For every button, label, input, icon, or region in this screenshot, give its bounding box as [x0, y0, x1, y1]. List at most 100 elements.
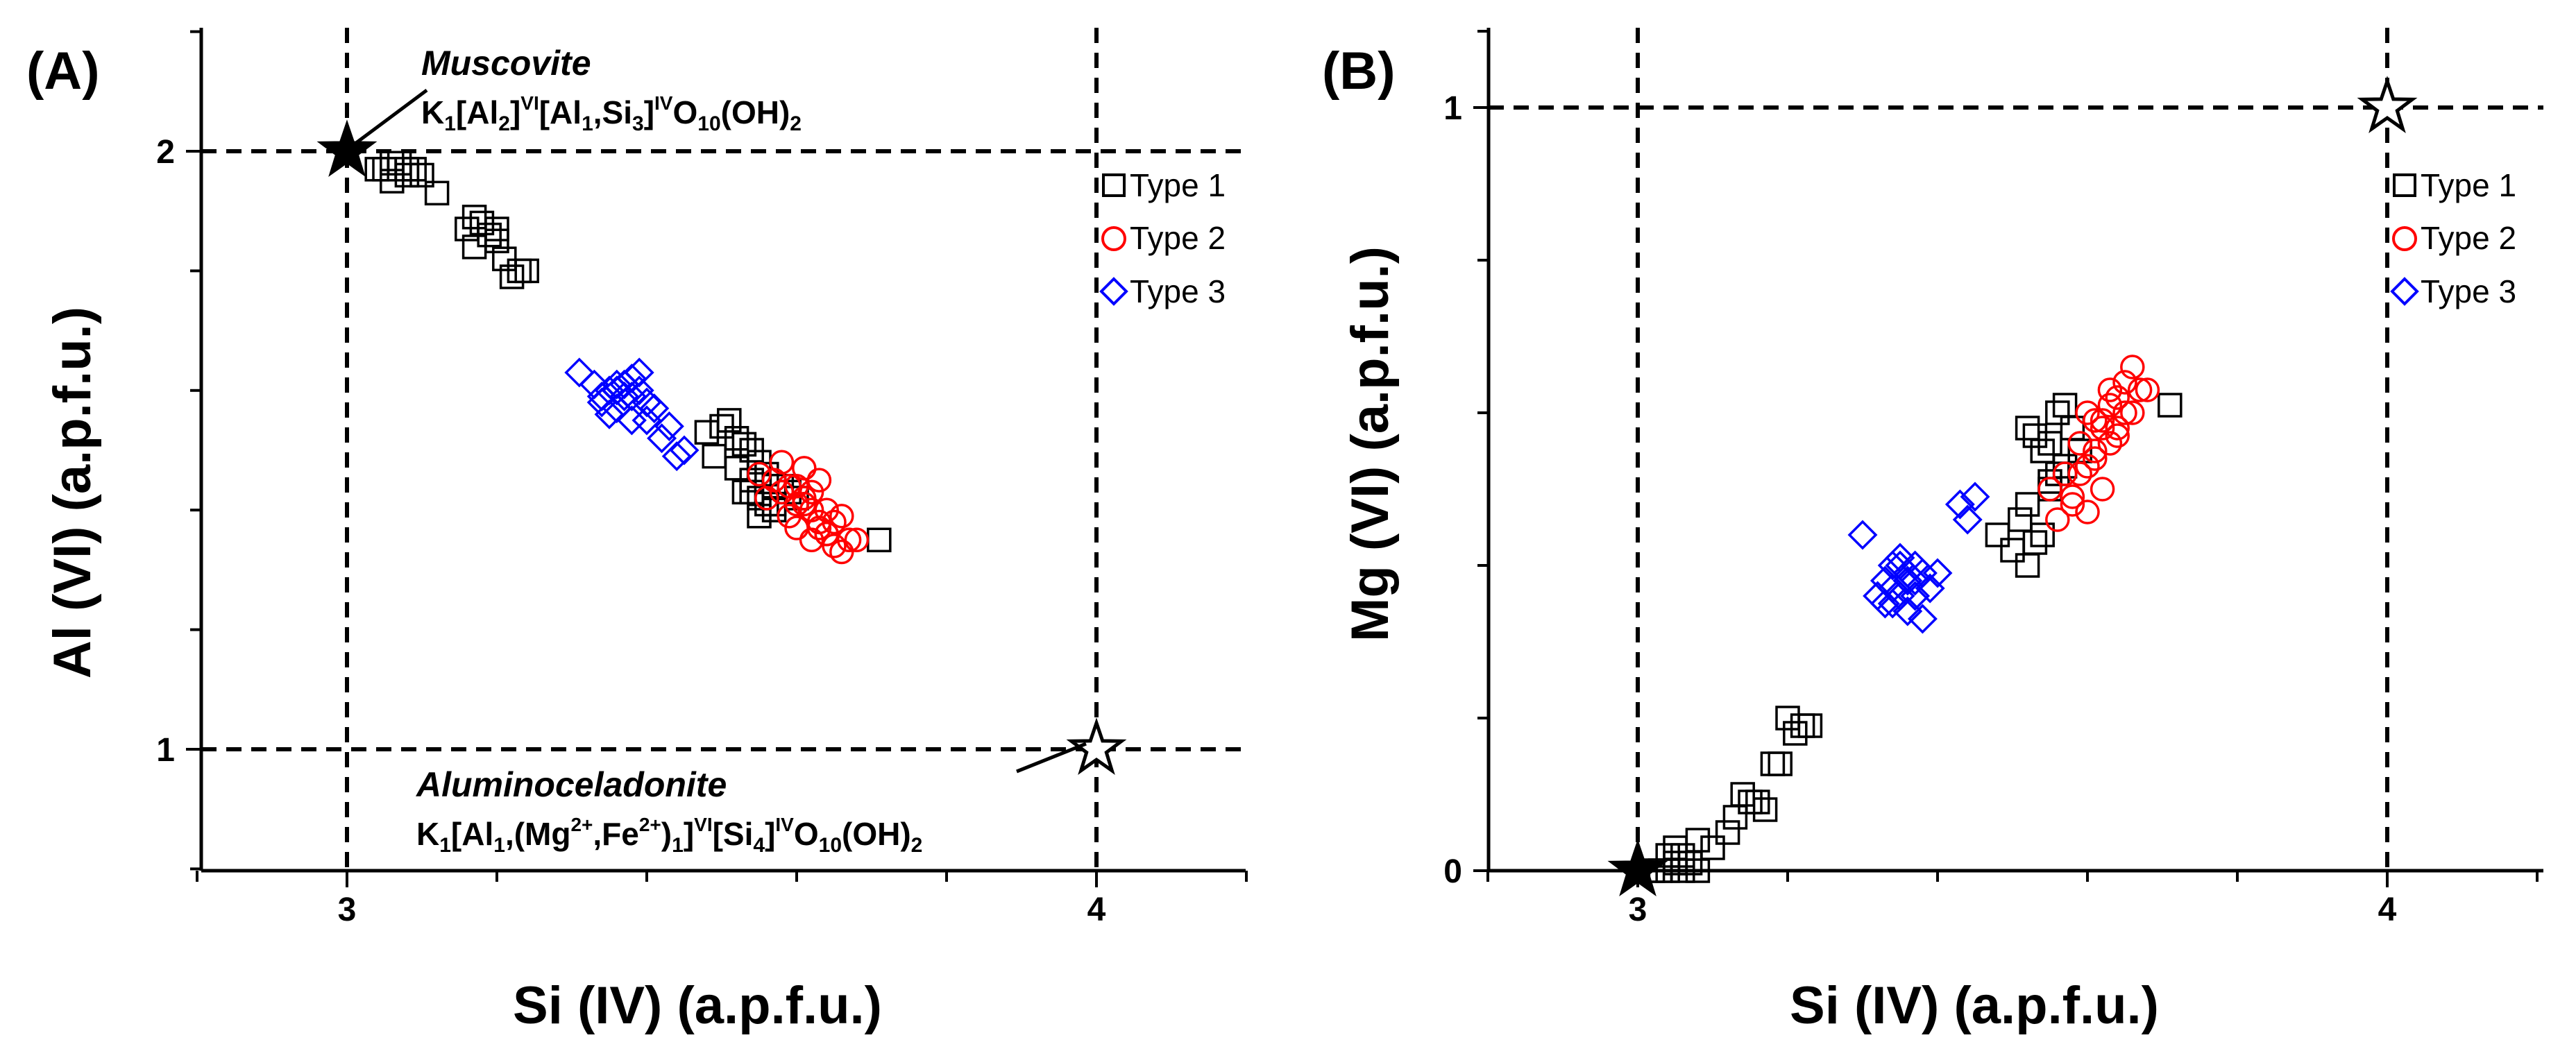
data-point-type1	[867, 527, 892, 553]
data-point-type1	[694, 420, 720, 445]
data-point-type2	[747, 461, 772, 487]
data-point-type3	[639, 393, 670, 424]
data-point-type1	[2000, 538, 2025, 563]
data-point-type1	[717, 408, 742, 433]
data-point-type2	[2097, 393, 2123, 418]
data-point-type2	[799, 479, 824, 505]
data-point-type2	[2052, 461, 2078, 486]
data-point-type1	[2015, 553, 2040, 578]
data-point-type3	[1870, 588, 1900, 619]
data-point-type1	[2037, 431, 2062, 456]
legend-b-type2-marker	[2392, 226, 2417, 251]
data-point-type2	[754, 486, 779, 511]
data-point-type1	[1663, 835, 1688, 860]
aluminoceladonite-name: Aluminoceladonite	[415, 765, 727, 804]
data-point-type2	[2097, 431, 2123, 456]
legend-a-type3-marker	[1099, 277, 1128, 306]
data-point-type3	[602, 375, 632, 406]
data-point-type2	[2120, 355, 2145, 379]
data-point-type2	[2090, 416, 2115, 441]
x-tick-label: 4	[1087, 891, 1106, 928]
data-point-type2	[2090, 477, 2115, 502]
data-point-type3	[1960, 481, 1990, 512]
data-point-type1	[1752, 797, 1778, 822]
data-point-type2	[792, 486, 817, 511]
data-point-type2	[792, 456, 817, 481]
data-point-type1	[1700, 835, 1725, 860]
panel-b-reference-lines	[1489, 28, 2543, 871]
data-point-type1	[1985, 522, 2010, 547]
panel-a-points	[364, 151, 892, 565]
data-point-type1	[461, 234, 487, 259]
panel-a-label: (A)	[26, 42, 100, 101]
data-point-type2	[2067, 431, 2092, 456]
muscovite-star-marker	[316, 119, 378, 177]
data-point-type3	[1885, 581, 1915, 611]
muscovite-name: Muscovite	[421, 44, 591, 83]
data-point-type3	[1900, 581, 1931, 611]
y-tick-label: 1	[156, 732, 175, 769]
data-point-type1	[1655, 843, 1680, 868]
data-point-type2	[2083, 408, 2108, 433]
data-point-type2	[2075, 500, 2100, 524]
data-point-type2	[822, 534, 847, 558]
data-point-type2	[2060, 484, 2085, 509]
data-point-type2	[829, 539, 854, 565]
panel-b-y-axis-title: Mg (VI) (a.p.f.u.)	[1341, 246, 1400, 642]
panel-a-end-members	[316, 119, 1127, 775]
panel-a-legend: Type 1 Type 2 Type 3	[1099, 167, 1226, 309]
data-point-type1	[1775, 706, 1800, 731]
data-point-type2	[2075, 400, 2100, 425]
data-point-type3	[564, 357, 595, 388]
legend-b-type1-label: Type 1	[2421, 167, 2516, 203]
panel-b-points	[1640, 355, 2183, 883]
panel-b-label: (B)	[1322, 42, 1396, 101]
data-point-type1	[1745, 790, 1770, 814]
data-point-type3	[647, 423, 677, 454]
data-point-type2	[2097, 377, 2123, 402]
muscovite-pointer	[349, 88, 428, 149]
data-point-type2	[2127, 377, 2153, 402]
data-point-type2	[2075, 454, 2100, 479]
aluminoceladonite-star-marker	[2357, 76, 2418, 133]
aluminoceladonite-pointer	[1016, 742, 1087, 774]
data-point-type1	[1715, 820, 1740, 845]
data-point-type3	[1900, 565, 1931, 596]
panel-a-axes	[199, 28, 1246, 873]
data-point-type1	[2045, 400, 2070, 425]
panel-b-ticks: 3 4 0 1	[1443, 30, 2539, 928]
aluminoceladonite-star-marker	[1066, 717, 1127, 775]
data-point-type2	[799, 527, 824, 553]
data-point-type2	[2060, 492, 2085, 517]
data-point-type1	[2037, 469, 2062, 494]
data-point-type2	[792, 491, 817, 517]
data-point-type1	[1790, 713, 1815, 738]
data-point-type2	[2067, 461, 2092, 486]
data-point-type3	[661, 441, 692, 472]
y-tick-label: 0	[1443, 853, 1462, 890]
data-point-type3	[669, 435, 700, 466]
data-point-type2	[2045, 507, 2070, 532]
data-point-type3	[654, 411, 684, 441]
aluminoceladonite-annotation: Aluminoceladonite K1[Al1,(Mg2+,Fe2+)1]VI…	[415, 742, 1087, 857]
aluminoceladonite-formula: K1[Al1,(Mg2+,Fe2+)1]VI[Si4]IVO10(OH)2	[416, 814, 922, 857]
data-point-type2	[2120, 400, 2145, 425]
data-point-type1	[1685, 858, 1711, 883]
data-point-type1	[409, 162, 434, 188]
x-tick-label: 4	[2378, 891, 2397, 928]
data-point-type3	[1944, 489, 1975, 520]
data-point-type2	[806, 468, 832, 493]
data-point-type1	[2030, 438, 2055, 463]
data-point-type2	[2112, 370, 2137, 395]
data-point-type2	[836, 527, 862, 553]
legend-a-type1-marker	[1102, 173, 1126, 197]
panel-a-x-axis-title: Si (IV) (a.p.f.u.)	[513, 976, 882, 1035]
data-point-type1	[402, 157, 427, 182]
data-point-type2	[2083, 446, 2108, 471]
data-point-type2	[829, 504, 854, 529]
data-point-type1	[731, 432, 757, 457]
data-point-type1	[1783, 721, 1808, 746]
data-point-type2	[2083, 438, 2108, 463]
panel-a-y-axis-title: Al (VI) (a.p.f.u.)	[43, 307, 102, 679]
